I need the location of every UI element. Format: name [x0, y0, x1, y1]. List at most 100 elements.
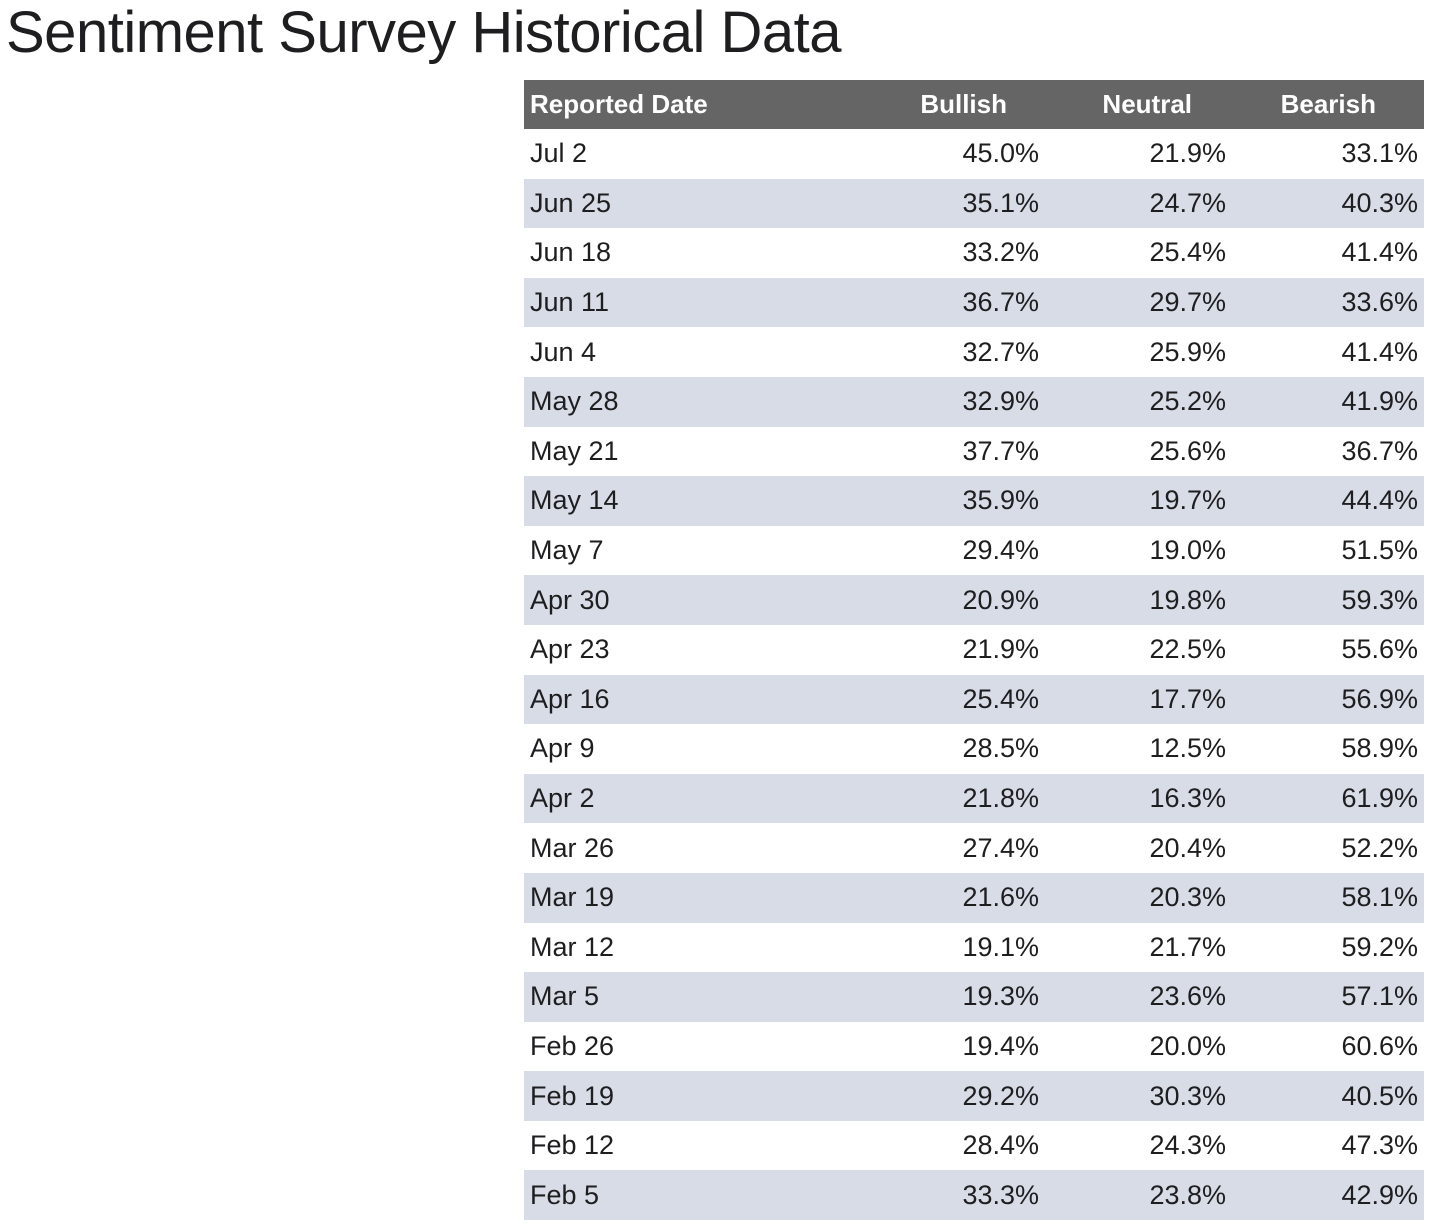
cell-bearish: 51.5% — [1341, 535, 1418, 566]
column-header-bearish: Bearish — [1280, 89, 1376, 119]
cell-bearish: 56.9% — [1341, 683, 1418, 714]
cell-bearish: 60.6% — [1341, 1030, 1418, 1061]
cell-bullish: 28.5% — [962, 733, 1039, 764]
cell-bearish: 52.2% — [1341, 832, 1418, 863]
cell-neutral: 25.9% — [1149, 336, 1226, 367]
cell-reported-date: Jul 2 — [530, 138, 588, 169]
cell-reported-date: Feb 12 — [530, 1130, 615, 1161]
cell-neutral: 17.7% — [1149, 683, 1226, 714]
cell-neutral: 25.2% — [1149, 386, 1226, 417]
cell-bearish: 44.4% — [1341, 485, 1418, 516]
table-header: Reported Date Bullish Neutral Bearish — [524, 80, 1424, 129]
table-row: Mar 26 27.4% 20.4% 52.2% — [524, 823, 1424, 873]
column-header-bullish: Bullish — [920, 89, 1007, 119]
table-row: Feb 26 19.4% 20.0% 60.6% — [524, 1022, 1424, 1072]
table-row: Jun 18 33.2% 25.4% 41.4% — [524, 228, 1424, 278]
cell-reported-date: May 28 — [530, 386, 619, 417]
cell-neutral: 24.3% — [1149, 1130, 1226, 1161]
cell-bearish: 47.3% — [1341, 1130, 1418, 1161]
cell-bullish: 32.9% — [962, 386, 1039, 417]
cell-bullish: 19.4% — [962, 1030, 1039, 1061]
column-header-neutral: Neutral — [1102, 89, 1192, 119]
table-row: Jul 2 45.0% 21.9% 33.1% — [524, 129, 1424, 179]
cell-bearish: 55.6% — [1341, 634, 1418, 665]
table-row: Feb 19 29.2% 30.3% 40.5% — [524, 1071, 1424, 1121]
cell-reported-date: Jun 25 — [530, 187, 612, 218]
cell-bullish: 36.7% — [962, 287, 1039, 318]
cell-reported-date: Feb 5 — [530, 1179, 600, 1210]
cell-bullish: 25.4% — [962, 683, 1039, 714]
cell-reported-date: May 14 — [530, 485, 619, 516]
table-row: Apr 9 28.5% 12.5% 58.9% — [524, 724, 1424, 774]
cell-reported-date: Mar 19 — [530, 882, 615, 913]
cell-bullish: 33.3% — [962, 1179, 1039, 1210]
cell-bullish: 28.4% — [962, 1130, 1039, 1161]
table-row: Mar 12 19.1% 21.7% 59.2% — [524, 923, 1424, 973]
table-row: Jun 25 35.1% 24.7% 40.3% — [524, 178, 1424, 229]
cell-bearish: 59.2% — [1341, 931, 1418, 962]
cell-bearish: 61.9% — [1341, 783, 1418, 814]
cell-neutral: 16.3% — [1149, 783, 1226, 814]
table-row: Mar 5 19.3% 23.6% 57.1% — [524, 972, 1424, 1022]
page-title: Sentiment Survey Historical Data — [6, 0, 842, 65]
cell-neutral: 25.4% — [1149, 237, 1226, 268]
cell-reported-date: May 21 — [530, 435, 619, 466]
cell-bullish: 35.9% — [962, 485, 1039, 516]
table-row: May 14 35.9% 19.7% 44.4% — [524, 476, 1424, 526]
table-row: Feb 12 28.4% 24.3% 47.3% — [524, 1121, 1424, 1171]
cell-bullish: 19.3% — [962, 981, 1039, 1012]
cell-bullish: 37.7% — [962, 435, 1039, 466]
cell-bullish: 29.4% — [962, 535, 1039, 566]
cell-reported-date: Jun 18 — [530, 237, 612, 268]
cell-bullish: 29.2% — [962, 1080, 1039, 1111]
table-row: May 7 29.4% 19.0% 51.5% — [524, 526, 1424, 576]
cell-bearish: 41.4% — [1341, 237, 1418, 268]
cell-neutral: 23.6% — [1149, 981, 1226, 1012]
cell-bullish: 32.7% — [962, 336, 1039, 367]
cell-reported-date: Apr 2 — [530, 783, 595, 814]
cell-bearish: 41.4% — [1341, 336, 1418, 367]
column-header-reported-date: Reported Date — [530, 89, 708, 119]
cell-bullish: 21.6% — [962, 882, 1039, 913]
cell-bearish: 40.5% — [1341, 1080, 1418, 1111]
cell-neutral: 30.3% — [1149, 1080, 1226, 1111]
cell-reported-date: Jun 11 — [530, 287, 610, 318]
cell-neutral: 21.9% — [1149, 138, 1226, 169]
cell-bullish: 21.9% — [962, 634, 1039, 665]
cell-neutral: 12.5% — [1149, 733, 1226, 764]
table-row: Apr 23 21.9% 22.5% 55.6% — [524, 625, 1424, 675]
cell-bearish: 33.6% — [1341, 287, 1418, 318]
cell-bearish: 42.9% — [1341, 1179, 1418, 1210]
cell-bearish: 57.1% — [1341, 981, 1418, 1012]
cell-bullish: 19.1% — [962, 931, 1039, 962]
cell-bullish: 20.9% — [962, 584, 1039, 615]
cell-reported-date: Mar 12 — [530, 931, 615, 962]
cell-neutral: 22.5% — [1149, 634, 1226, 665]
cell-bearish: 41.9% — [1341, 386, 1418, 417]
table-header-row: Reported Date Bullish Neutral Bearish — [524, 80, 1424, 129]
table-row: May 28 32.9% 25.2% 41.9% — [524, 376, 1424, 427]
table-row: Apr 30 20.9% 19.8% 59.3% — [524, 575, 1424, 625]
cell-reported-date: Apr 23 — [530, 634, 610, 665]
cell-reported-date: May 7 — [530, 535, 604, 566]
table-row: May 21 37.7% 25.6% 36.7% — [524, 427, 1424, 477]
cell-neutral: 20.4% — [1149, 832, 1226, 863]
cell-bullish: 35.1% — [962, 187, 1039, 218]
cell-bullish: 45.0% — [962, 138, 1039, 169]
table-body: Jul 2 45.0% 21.9% 33.1% Jun 25 35.1% 24.7% 40.3… — [524, 129, 1424, 1221]
cell-neutral: 25.6% — [1149, 435, 1226, 466]
table-row: Mar 19 21.6% 20.3% 58.1% — [524, 872, 1424, 923]
cell-reported-date: Apr 30 — [530, 584, 610, 615]
cell-neutral: 21.7% — [1149, 931, 1226, 962]
cell-reported-date: Apr 16 — [530, 683, 610, 714]
cell-bearish: 33.1% — [1341, 138, 1418, 169]
sentiment-table-container: Reported Date Bullish Neutral Bearish Ju… — [524, 80, 1424, 1221]
cell-neutral: 29.7% — [1149, 287, 1226, 318]
cell-neutral: 23.8% — [1149, 1179, 1226, 1210]
table-row: Apr 2 21.8% 16.3% 61.9% — [524, 773, 1424, 824]
cell-bearish: 58.1% — [1341, 882, 1418, 913]
cell-bearish: 40.3% — [1341, 187, 1418, 218]
table-row: Feb 5 33.3% 23.8% 42.9% — [524, 1170, 1424, 1221]
cell-reported-date: Feb 26 — [530, 1030, 615, 1061]
cell-reported-date: Mar 5 — [530, 981, 600, 1012]
